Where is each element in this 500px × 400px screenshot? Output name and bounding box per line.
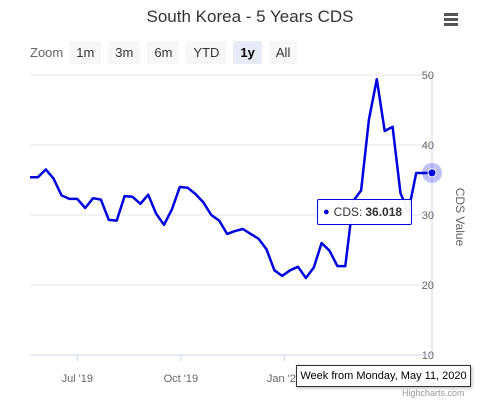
tooltip-value: 36.018 [365,205,403,219]
zoom-range-selector: Zoom 1m 3m 6m YTD 1y All [30,40,304,64]
credits-link[interactable]: Highcharts.com [402,388,465,398]
zoom-1m-button[interactable]: 1m [69,40,102,64]
zoom-ytd-button[interactable]: YTD [186,40,227,64]
chart-title: South Korea - 5 Years CDS [146,7,354,26]
zoom-3m-button[interactable]: 3m [108,40,141,64]
y-tick-label: 20 [422,280,434,292]
y-tick-label: 40 [422,140,434,152]
y-tick-label: 10 [422,350,434,362]
cds-series-line[interactable] [30,77,433,280]
y-tick-label: 50 [422,70,434,82]
zoom-6m-button[interactable]: 6m [147,40,180,64]
x-tick-label: Jul '19 [62,373,93,385]
tooltip-series-name: CDS [333,205,359,219]
zoom-all-button[interactable]: All [268,40,298,64]
x-axis-tooltip: Week from Monday, May 11, 2020 [296,365,471,387]
hover-marker [422,162,442,183]
value-tooltip: ● CDS: 36.018 [317,199,412,225]
y-axis-title: CDS Value [453,188,467,247]
x-tick-label: Jan '20 [267,373,302,385]
zoom-label: Zoom [30,44,64,60]
y-axis-ticks: 10 20 30 40 50 [422,70,434,362]
hamburger-menu-icon[interactable] [440,10,462,30]
x-axis-ticks: Jul '19 Oct '19 Jan '20 [30,354,432,385]
y-tick-label: 30 [422,210,434,222]
hover-marker-dot [427,168,437,178]
x-tick-label: Oct '19 [164,373,199,385]
zoom-1y-button[interactable]: 1y [233,40,262,64]
tooltip-series-dot-icon: ● [323,206,330,218]
